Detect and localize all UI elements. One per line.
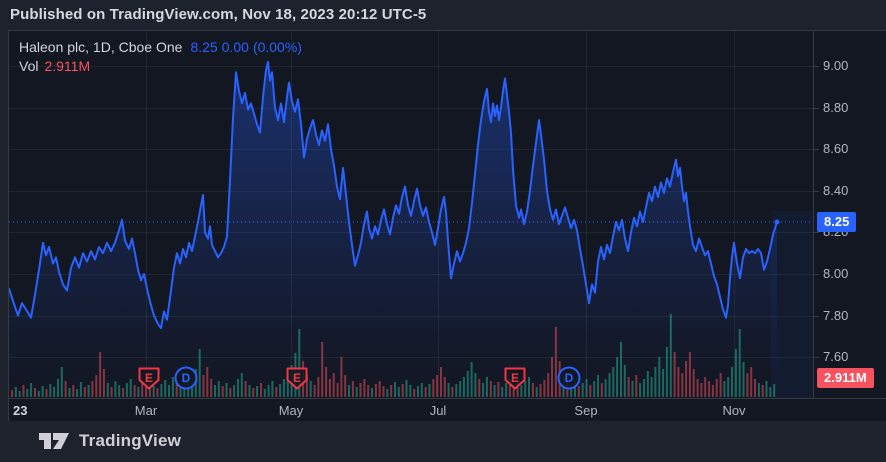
- legend-volume-row: Vol 2.911M: [19, 57, 306, 75]
- symbol-title[interactable]: Haleon plc, 1D, Cboe One: [19, 39, 183, 55]
- time-axis-label: 23: [13, 403, 28, 418]
- published-header: Published on TradingView.com, Nov 18, 20…: [10, 6, 427, 23]
- price-axis-tick: [814, 316, 819, 317]
- price-axis-tick: [814, 232, 819, 233]
- price-values: 8.25 0.00 (0.00%): [190, 39, 306, 55]
- price-axis-label: 9.00: [823, 58, 849, 73]
- price-axis-tick: [814, 274, 819, 275]
- price-axis-label: 8.40: [823, 183, 849, 198]
- time-axis-label: Sep: [574, 403, 598, 418]
- volume-value: 2.911M: [44, 58, 91, 74]
- legend-symbol-row: Haleon plc, 1D, Cboe One 8.25 0.00 (0.00%): [19, 38, 306, 56]
- price-axis-label: 7.60: [823, 349, 849, 364]
- price-axis-tick: [814, 149, 819, 150]
- chart-legend: Haleon plc, 1D, Cboe One 8.25 0.00 (0.00%) …: [19, 38, 306, 75]
- price-axis[interactable]: 8.25 2.911M 9.008.808.608.408.208.007.80…: [813, 31, 886, 398]
- price-axis-label: 7.80: [823, 308, 849, 323]
- current-price-badge: 8.25: [817, 212, 857, 232]
- time-axis[interactable]: 23 Mar May Jul Sep Nov: [9, 398, 886, 422]
- price-axis-label: 8.00: [823, 266, 849, 281]
- price-axis-tick: [814, 66, 819, 67]
- price-axis-label: 8.80: [823, 100, 849, 115]
- time-axis-label: Nov: [722, 403, 746, 418]
- time-axis-label: Mar: [134, 403, 158, 418]
- last-bar-highlight: [771, 211, 813, 398]
- time-axis-label: Jul: [429, 403, 447, 418]
- chart-plot-area[interactable]: Haleon plc, 1D, Cboe One 8.25 0.00 (0.00%) …: [9, 31, 813, 398]
- last-price: 8.25: [190, 39, 218, 55]
- price-axis-tick: [814, 108, 819, 109]
- price-volume-chart: [9, 31, 813, 398]
- price-area-fill: [9, 61, 777, 398]
- current-volume-badge: 2.911M: [817, 368, 874, 388]
- price-change: 0.00: [221, 39, 249, 55]
- price-axis-tick: [814, 191, 819, 192]
- price-line: [9, 60, 778, 330]
- volume-label: Vol: [19, 58, 39, 74]
- last-price-dot: [774, 219, 780, 225]
- tradingview-logo-text: TradingView: [79, 431, 182, 450]
- tradingview-logo-icon: [39, 433, 69, 449]
- price-change-percent: (0.00%): [252, 39, 302, 55]
- price-axis-tick: [814, 357, 819, 358]
- time-axis-label: May: [278, 403, 304, 418]
- tradingview-logo[interactable]: TradingView: [38, 430, 181, 452]
- chart-widget: Haleon plc, 1D, Cboe One 8.25 0.00 (0.00%) …: [8, 30, 886, 422]
- price-axis-label: 8.60: [823, 141, 849, 156]
- footer-bar: TradingView: [0, 421, 886, 462]
